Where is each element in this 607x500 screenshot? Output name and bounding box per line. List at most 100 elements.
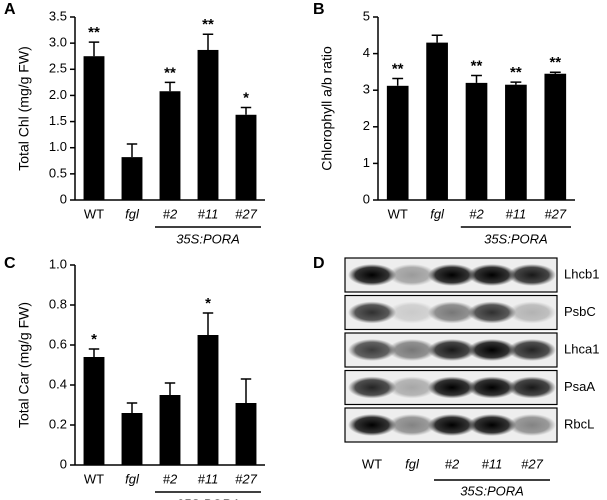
error-bar [549, 71, 561, 74]
error-bar [240, 378, 252, 403]
y-tick-label: 2.0 [49, 87, 67, 102]
blot-band [508, 414, 556, 436]
bar [197, 335, 219, 465]
bar [426, 42, 448, 201]
lane-label: WT [362, 456, 382, 471]
y-tick-label: 0 [60, 191, 67, 206]
error-bar [88, 41, 100, 57]
x-tick-label: #2 [163, 206, 178, 221]
blot-band [348, 376, 396, 399]
bar [121, 413, 143, 465]
y-tick-label: 0.6 [49, 336, 67, 351]
x-tick-label: fgl [125, 206, 140, 221]
blot-band [468, 264, 516, 286]
bar [121, 157, 143, 200]
blot-band [428, 414, 476, 436]
group-label: 35S:PORA [484, 231, 548, 246]
blot-band [508, 376, 556, 399]
error-bar [471, 74, 482, 83]
blot-band [348, 264, 396, 286]
lane-label: #11 [482, 456, 503, 471]
error-bar [202, 312, 214, 335]
blot-band [508, 264, 556, 286]
y-tick-label: 1.0 [49, 256, 67, 271]
x-tick-label: WT [388, 206, 408, 221]
blot-band [388, 301, 436, 324]
x-tick-label: WT [84, 206, 104, 221]
blot-band [388, 339, 436, 361]
row-label: Lhca1 [564, 341, 599, 356]
error-bar [202, 33, 214, 50]
significance-mark: ** [392, 60, 404, 77]
row-label: RbcL [564, 416, 594, 431]
y-axis-label: Total Chl (mg/g FW) [16, 46, 32, 170]
significance-mark: ** [471, 58, 483, 75]
significance-mark: ** [549, 54, 561, 71]
bar [159, 395, 181, 465]
significance-mark: * [205, 295, 211, 312]
error-bar [431, 34, 443, 43]
bar [235, 114, 257, 200]
bar [386, 85, 409, 200]
group-label: 35S:PORA [176, 496, 240, 500]
panel-label: A [4, 1, 16, 18]
x-tick-label: #11 [506, 206, 527, 221]
y-tick-label: 0 [363, 191, 370, 206]
blot-band [348, 414, 396, 436]
y-tick-label: 0.4 [49, 376, 67, 391]
y-tick-label: 0.5 [49, 165, 67, 180]
error-bar [88, 348, 100, 357]
error-bar [164, 382, 176, 395]
x-tick-label: #2 [469, 206, 484, 221]
x-tick-label: #27 [235, 206, 257, 221]
blot-band [388, 264, 436, 286]
blot-band [428, 301, 476, 324]
lane-label: #2 [445, 456, 460, 471]
y-axis-label: Total Car (mg/g FW) [16, 302, 32, 428]
blot-band [508, 301, 556, 324]
row-label: PsaA [564, 379, 595, 394]
y-tick-label: 3 [363, 82, 370, 97]
blot-band [468, 376, 516, 399]
blot-band [428, 376, 476, 399]
panel-label: D [313, 255, 325, 272]
x-tick-label: #11 [198, 471, 219, 486]
row-label: PsbC [564, 304, 596, 319]
bar [235, 403, 257, 465]
significance-mark: ** [202, 16, 214, 33]
blot-band [468, 339, 516, 361]
blot-band [348, 301, 396, 324]
panel-label: C [4, 255, 16, 272]
group-label: 35S:PORA [460, 483, 524, 498]
y-tick-label: 2.5 [49, 61, 67, 76]
blot-band [508, 339, 556, 361]
error-bar [240, 106, 252, 115]
bar [83, 56, 105, 200]
blot-band [348, 339, 396, 361]
bar [159, 91, 181, 200]
row-label: Lhcb1 [564, 266, 599, 281]
x-tick-label: #2 [163, 471, 178, 486]
significance-mark: ** [88, 24, 100, 41]
y-tick-label: 3.5 [49, 8, 67, 23]
blot-band [428, 264, 476, 286]
error-bar [126, 402, 138, 413]
blot-band [388, 376, 436, 399]
y-tick-label: 3.0 [49, 35, 67, 50]
y-tick-label: 1 [363, 155, 370, 170]
y-tick-label: 1.0 [49, 139, 67, 154]
blot-band [388, 414, 436, 436]
bar [197, 49, 219, 200]
x-tick-label: #27 [544, 206, 566, 221]
blot-band [428, 339, 476, 361]
y-tick-label: 0.8 [49, 296, 67, 311]
y-tick-label: 5 [363, 8, 370, 23]
y-tick-label: 4 [363, 45, 370, 60]
error-bar [164, 81, 176, 92]
error-bar [392, 77, 404, 86]
bar [544, 73, 567, 200]
y-axis-label: Chlorophyll a/b ratio [319, 46, 335, 171]
x-tick-label: #27 [235, 471, 257, 486]
x-tick-label: fgl [430, 206, 445, 221]
